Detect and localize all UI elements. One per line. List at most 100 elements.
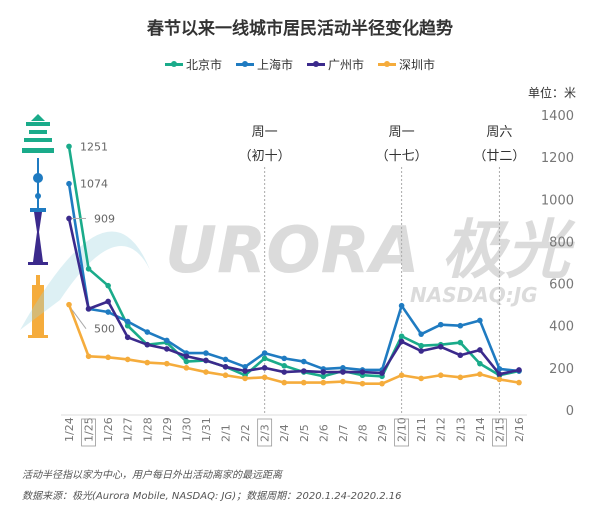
data-point xyxy=(203,357,209,364)
legend-item[interactable]: 上海市 xyxy=(235,56,293,73)
x-tick-label: 2/3 xyxy=(259,424,272,442)
x-tick-label: 1/31 xyxy=(200,417,213,442)
legend: 北京市 上海市 广州市 深圳市 xyxy=(0,56,600,73)
x-tick-label: 1/27 xyxy=(122,417,135,442)
x-tick-label: 2/2 xyxy=(239,424,252,442)
series-line-0 xyxy=(67,146,520,378)
watermark-brand: URORA 极光 xyxy=(165,214,576,288)
legend-item[interactable]: 北京市 xyxy=(164,56,222,73)
legend-item[interactable]: 深圳市 xyxy=(378,56,435,73)
data-point xyxy=(222,356,229,363)
data-point xyxy=(398,338,405,345)
data-point xyxy=(418,342,424,349)
oriental-pearl-tower-icon xyxy=(30,158,46,212)
data-label-leader xyxy=(71,309,87,329)
x-tick-label: 2/12 xyxy=(435,417,448,442)
watermark: URORA 极光 NASDAQ:JG xyxy=(20,214,576,330)
x-tick-label: 1/28 xyxy=(141,417,154,442)
data-point xyxy=(340,369,346,375)
y-tick-label: 1000 xyxy=(541,193,574,208)
x-tick-label: 2/15 xyxy=(493,417,506,442)
data-point xyxy=(418,348,424,354)
temple-of-heaven-icon xyxy=(22,114,54,153)
city-landmark-icons xyxy=(22,114,54,338)
footnote-definition: 活动半径指以家为中心，用户每日外出活动离家的最远距离 xyxy=(22,470,282,481)
data-point xyxy=(85,266,92,272)
y-tick-label: 200 xyxy=(549,362,574,377)
x-tick-label: 2/7 xyxy=(337,424,350,442)
data-point xyxy=(418,331,424,337)
data-point xyxy=(516,367,522,373)
x-tick-label: 2/10 xyxy=(396,417,409,442)
data-point xyxy=(437,343,444,350)
data-point xyxy=(105,354,111,361)
data-point xyxy=(379,380,385,387)
legend-label: 北京市 xyxy=(185,58,222,72)
data-point xyxy=(222,364,229,370)
data-point xyxy=(242,375,248,382)
legend-label: 深圳市 xyxy=(399,58,436,72)
data-point xyxy=(164,337,170,344)
x-tick-label: 2/1 xyxy=(220,424,233,442)
data-point xyxy=(85,306,92,312)
shenzhen-tower-icon xyxy=(28,275,48,338)
x-tick-label: 2/5 xyxy=(298,424,311,442)
data-point xyxy=(261,374,268,381)
data-point xyxy=(183,365,190,371)
data-point xyxy=(124,318,131,325)
y-tick-label: 1400 xyxy=(541,109,574,124)
legend-item[interactable]: 广州市 xyxy=(307,56,364,73)
data-point xyxy=(477,371,483,377)
x-tick-label: 2/14 xyxy=(474,417,487,442)
unit-label: 单位：米 xyxy=(527,86,576,100)
canton-tower-icon xyxy=(28,212,48,265)
series-line-1 xyxy=(67,183,520,373)
data-point xyxy=(359,380,366,387)
data-label: 1251 xyxy=(80,140,108,153)
x-tick-label: 1/30 xyxy=(180,417,193,442)
x-tick-label: 2/9 xyxy=(376,424,389,442)
data-point xyxy=(242,364,248,370)
aurora-logo-shape xyxy=(20,231,150,330)
data-point xyxy=(477,360,483,367)
data-point xyxy=(496,376,503,383)
data-point xyxy=(457,339,464,346)
x-tick-label: 1/25 xyxy=(83,417,96,442)
data-point xyxy=(105,282,111,289)
data-point xyxy=(85,353,92,360)
data-point xyxy=(437,372,444,379)
data-point xyxy=(164,360,170,367)
data-point xyxy=(320,373,327,380)
legend-label: 广州市 xyxy=(328,58,365,72)
data-point xyxy=(300,368,307,374)
data-point xyxy=(457,352,464,359)
x-tick-highlight-box xyxy=(394,418,410,447)
data-point xyxy=(457,374,464,381)
data-point xyxy=(477,347,483,353)
x-tick-highlight-box xyxy=(492,418,507,447)
data-point xyxy=(281,355,288,362)
data-point xyxy=(379,370,385,376)
x-tick-label: 2/8 xyxy=(356,424,369,442)
annotation-weekday: 周一 xyxy=(389,125,415,140)
x-tick-label: 2/16 xyxy=(513,417,526,442)
x-tick-label: 1/26 xyxy=(102,417,115,442)
data-point xyxy=(124,334,131,341)
data-point xyxy=(398,333,405,340)
annotation-lunar-date: （十七） xyxy=(376,149,428,164)
y-tick-label: 800 xyxy=(549,235,574,250)
data-label: 909 xyxy=(94,212,115,225)
data-point xyxy=(124,322,131,329)
x-tick-highlight-box xyxy=(257,418,273,447)
legend-swatch xyxy=(307,61,325,67)
legend-swatch xyxy=(164,61,183,67)
data-point xyxy=(300,379,307,386)
data-point xyxy=(105,298,111,305)
x-tick-label: 2/4 xyxy=(278,424,291,442)
data-point xyxy=(359,369,366,375)
data-point xyxy=(164,346,170,352)
data-point xyxy=(66,180,72,187)
data-point xyxy=(516,379,522,386)
data-point xyxy=(242,368,248,374)
